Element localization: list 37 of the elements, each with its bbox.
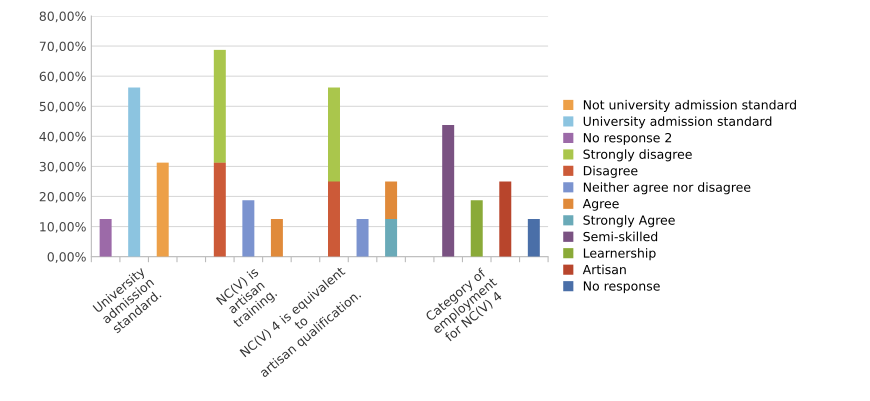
y-tick-label: 20,00% [40, 192, 86, 203]
legend-label: No response [584, 281, 660, 294]
bar [528, 219, 540, 257]
legend-label: Agree [582, 199, 619, 211]
bar [385, 181, 398, 220]
bar [499, 181, 512, 257]
legend-label: Neither agree nor disagree [584, 182, 750, 194]
y-tick-label: 10,00% [40, 222, 86, 233]
legend-label: Disagree [584, 166, 638, 178]
y-tick-label: 30,00% [40, 162, 86, 173]
legend-label: Strongly disagree [583, 149, 692, 162]
bar [242, 200, 254, 257]
legend-label: Not university admission standard [584, 100, 796, 112]
bar [470, 200, 483, 257]
bar [328, 181, 340, 257]
bar [356, 219, 369, 257]
bar [156, 162, 169, 257]
legend-label: University admission standard [584, 116, 772, 128]
legend-label: No response 2 [584, 133, 672, 145]
y-tick-label: 40,00% [39, 132, 86, 143]
legend-label: Artisan [582, 264, 626, 274]
y-tick-label: 50,00% [40, 102, 86, 112]
legend-label: Strongly Agree [583, 215, 675, 228]
bar [328, 87, 340, 182]
y-tick-label: 60,00% [40, 72, 86, 82]
y-tick-label: 0,00% [48, 252, 86, 263]
bar [214, 162, 226, 257]
bar [100, 219, 112, 257]
y-tick-label: 80,00% [40, 12, 86, 22]
bar [442, 125, 454, 257]
bar [214, 50, 226, 163]
legend-label: Learnership [584, 248, 656, 260]
bar [385, 219, 398, 257]
bar [128, 87, 140, 257]
y-tick-label: 70,00% [40, 42, 86, 52]
bar [270, 219, 283, 257]
legend-label: Semi-skilled [583, 232, 658, 242]
